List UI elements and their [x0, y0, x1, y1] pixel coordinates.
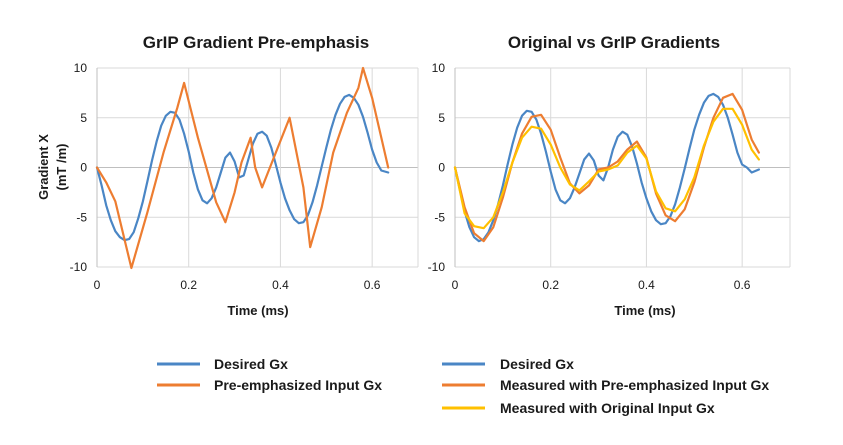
chart-left-ytick-label: -10 [70, 260, 88, 274]
chart-left-ytick-label: 10 [74, 61, 88, 75]
legend-label: Desired Gx [500, 356, 574, 372]
legend-label: Measured with Pre-emphasized Input Gx [500, 377, 769, 393]
chart-left-xtick-label: 0 [94, 278, 101, 292]
legend-label: Pre-emphasized Input Gx [214, 377, 382, 393]
chart-right-xtick-label: 0.2 [542, 278, 559, 292]
chart-right-xtick-label: 0 [452, 278, 459, 292]
chart-left: GrIP Gradient Pre-emphasis Gradient X (m… [36, 33, 419, 318]
chart-right-xtick-label: 0.6 [734, 278, 751, 292]
chart-left-ytick-label: -5 [76, 210, 87, 224]
chart-left-xtick-label: 0.2 [180, 278, 197, 292]
legend-label: Measured with Original Input Gx [500, 400, 715, 416]
chart-right-ytick-label: -5 [434, 210, 445, 224]
chart-right-ytick-label: -10 [428, 260, 446, 274]
chart-right-ytick-label: 5 [438, 111, 445, 125]
chart-left-legend: Desired Gx Pre-emphasized Input Gx [157, 356, 382, 393]
chart-right-title: Original vs GrIP Gradients [508, 33, 720, 52]
chart-left-ylabel-line1: Gradient X [36, 134, 51, 200]
chart-right: Original vs GrIP Gradients Time (ms) 10 5… [428, 33, 791, 318]
chart-left-xlabel: Time (ms) [227, 303, 288, 318]
chart-left-xtick-label: 0.6 [364, 278, 381, 292]
chart-right-legend: Desired Gx Measured with Pre-emphasized … [442, 356, 769, 416]
chart-left-series-pre-emphasized-input-gx [95, 66, 390, 270]
chart-right-xtick-label: 0.4 [638, 278, 655, 292]
chart-right-series-desired-gx [453, 92, 761, 243]
chart-left-ytick-label: 5 [80, 111, 87, 125]
chart-right-xlabel: Time (ms) [614, 303, 675, 318]
chart-left-xtick-label: 0.4 [272, 278, 289, 292]
chart-left-ytick-label: 0 [80, 161, 87, 175]
chart-right-ytick-label: 10 [432, 61, 446, 75]
chart-right-ytick-label: 0 [438, 161, 445, 175]
chart-left-ylabel-line2: (mT /m) [54, 144, 69, 191]
legend-label: Desired Gx [214, 356, 288, 372]
chart-right-series-measured-with-original-input-gx [453, 107, 761, 230]
chart-left-title: GrIP Gradient Pre-emphasis [143, 33, 369, 52]
chart-left-series-desired-gx [95, 93, 390, 242]
